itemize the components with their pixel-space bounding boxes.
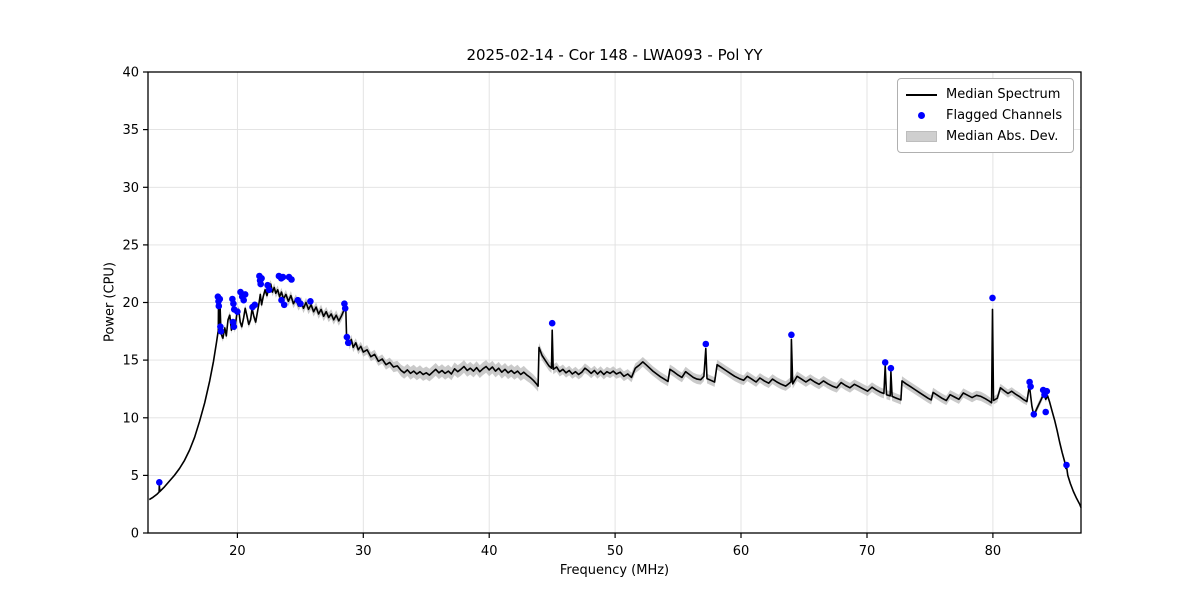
y-tick-label: 35	[122, 123, 139, 138]
y-tick-label: 25	[122, 238, 139, 253]
flagged-point	[788, 331, 795, 339]
axes-frame-and-ticks: 20 30 40 50 60 70 80 0 5 10 15 20 25 30 35 40	[122, 66, 1082, 559]
flagged-point	[341, 305, 349, 312]
flagged-point	[887, 364, 895, 372]
flagged-point	[265, 286, 273, 294]
flagged-point	[230, 300, 237, 308]
x-tick-label: 30	[355, 544, 372, 559]
flagged-point	[1030, 411, 1038, 418]
x-tick-label: 50	[607, 544, 624, 559]
flagged-point	[548, 319, 556, 327]
flagged-point	[307, 298, 314, 305]
flagged-point	[1063, 461, 1070, 469]
y-tick-label: 20	[122, 296, 139, 311]
flagged-point	[344, 339, 352, 347]
x-tick-label: 80	[985, 544, 1002, 559]
y-axis-label: Power (CPU)	[102, 261, 118, 343]
legend-label-mad: Median Abs. Dev.	[946, 129, 1059, 144]
y-tick-label: 15	[122, 354, 139, 369]
x-tick-label: 20	[229, 544, 246, 559]
flagged-point	[216, 295, 224, 303]
legend-item-mad: Median Abs. Dev.	[906, 126, 1065, 147]
legend-line-sample	[906, 93, 937, 96]
flagged-point	[251, 301, 259, 309]
flagged-point	[343, 333, 351, 341]
x-axis-label: Frequency (MHz)	[559, 563, 670, 578]
flagged-point	[297, 300, 304, 308]
legend-dot-sample	[906, 112, 937, 119]
flagged-point	[230, 323, 238, 331]
y-tick-label: 5	[131, 469, 139, 484]
flagged-point	[881, 359, 889, 366]
legend-band-sample	[906, 131, 937, 142]
y-tick-label: 40	[122, 66, 139, 81]
flagged-point	[1027, 383, 1034, 390]
x-tick-label: 60	[733, 544, 750, 559]
flagged-point	[702, 340, 710, 348]
flagged-point	[258, 275, 265, 282]
x-tick-label: 40	[481, 544, 498, 559]
flagged-point	[241, 291, 249, 298]
flagged-channel-points	[156, 272, 1070, 486]
plot-title: 2025-02-14 - Cor 148 - LWA093 - Pol YY	[466, 46, 763, 64]
x-tick-label: 70	[859, 544, 876, 559]
flagged-point	[288, 276, 295, 283]
flagged-point	[989, 294, 996, 302]
mad-band-polygon	[149, 280, 1082, 509]
median-spectrum-polyline	[148, 283, 1082, 508]
legend-label-flagged-channels: Flagged Channels	[946, 108, 1063, 123]
flagged-point	[215, 302, 223, 310]
flagged-point	[279, 273, 287, 281]
flagged-point	[234, 308, 241, 316]
grid-lines	[148, 71, 1081, 534]
flagged-point	[257, 280, 265, 288]
flagged-point	[240, 296, 247, 304]
flagged-point	[280, 301, 288, 309]
flagged-point	[1042, 408, 1049, 416]
legend-item-median-spectrum: Median Spectrum	[906, 84, 1065, 105]
flagged-point	[217, 328, 225, 335]
legend-label-median-spectrum: Median Spectrum	[946, 87, 1061, 102]
y-tick-label: 0	[131, 527, 139, 542]
flagged-point	[1043, 387, 1051, 395]
mad-band	[149, 280, 1082, 509]
flagged-point	[156, 479, 163, 486]
legend-item-flagged-channels: Flagged Channels	[906, 105, 1065, 126]
legend: Median Spectrum Flagged Channels Median …	[897, 78, 1074, 153]
y-tick-label: 10	[122, 411, 139, 426]
y-tick-label: 30	[122, 181, 139, 196]
median-spectrum-line	[148, 283, 1082, 508]
